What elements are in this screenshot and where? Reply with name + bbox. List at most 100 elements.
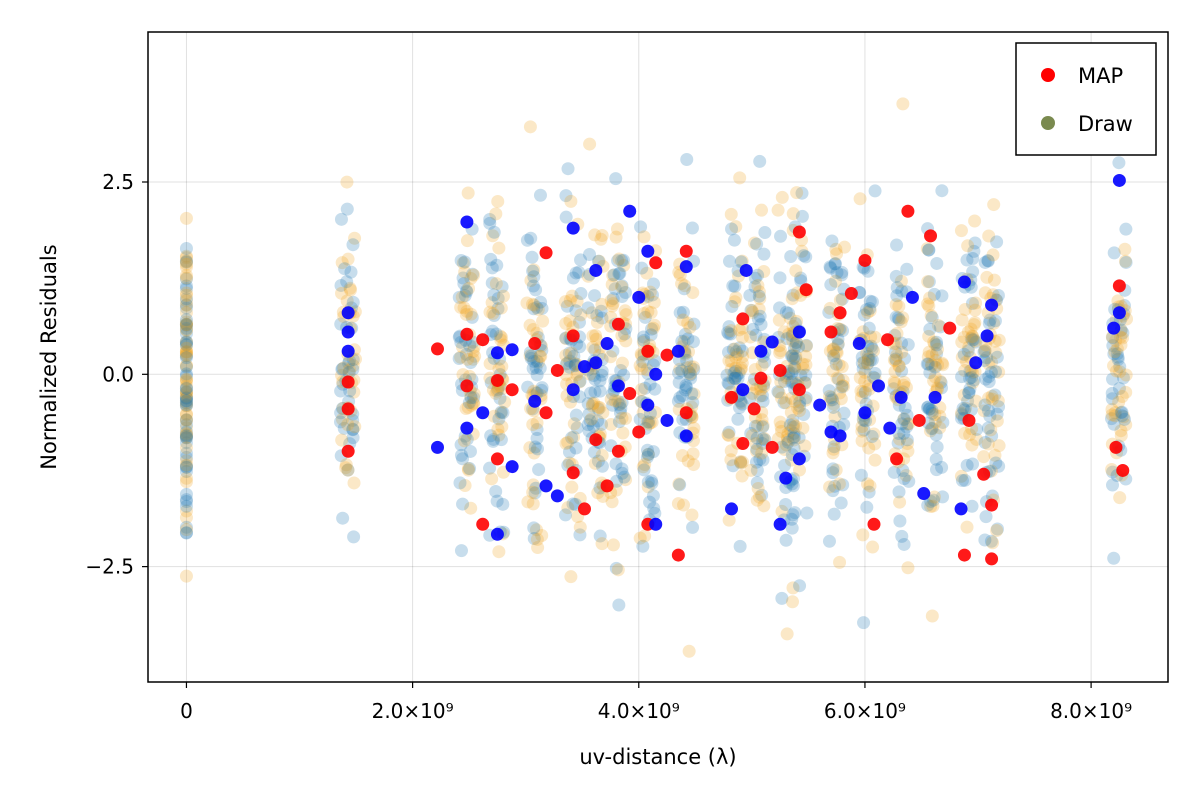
draw-point [561,435,575,449]
draw-point [829,242,843,256]
draw-point [1107,246,1121,260]
draw-point [958,473,972,487]
draw-point [339,461,353,475]
draw-point [179,399,193,413]
draw-point [340,202,354,216]
draw-point [964,331,978,345]
draw-point [611,254,625,268]
draw-point [724,444,738,458]
draw-point [464,307,478,321]
draw-point [467,268,481,282]
draw-point [775,424,789,438]
map-point [736,437,750,451]
draw-point [179,260,193,274]
draw-point [785,512,799,526]
draw-point [753,309,767,323]
draw-point [923,366,937,380]
draw-point [573,491,587,505]
draw-point [774,229,788,243]
x-tick-label: 6.0×10⁹ [824,699,906,723]
draw-point [607,268,621,282]
draw-point [458,289,472,303]
draw-point [755,488,769,502]
draw-point [454,300,468,314]
draw-point [584,386,598,400]
draw-point [616,253,630,267]
draw-point [957,388,971,402]
draw-point [527,404,541,418]
draw-point [960,520,974,534]
draw-point [1115,390,1129,404]
draw-point [831,337,845,351]
draw-point [735,321,749,335]
draw-point [933,401,947,415]
map-point [883,421,897,435]
draw-point [334,384,348,398]
map-point [460,421,474,435]
draw-point [606,398,620,412]
draw-point [923,402,937,416]
legend-marker [1041,116,1055,130]
draw-point [179,318,193,332]
draw-point [644,328,658,342]
draw-point [921,297,935,311]
draw-point [1119,222,1133,236]
draw-point [595,537,609,551]
draw-point [861,477,875,491]
draw-point [860,500,874,514]
draw-point [595,297,609,311]
draw-point [750,493,764,507]
draw-point [179,428,193,442]
draw-point [633,359,647,373]
draw-point [587,396,601,410]
draw-point [826,466,840,480]
draw-point [343,363,357,377]
draw-point [829,463,843,477]
draw-point [530,442,544,456]
map-point [539,246,553,260]
draw-point [562,346,576,360]
draw-point [901,561,915,575]
draw-point [863,294,877,308]
draw-point [640,450,654,464]
draw-point [531,541,545,555]
draw-point [955,313,969,327]
draw-point [902,417,916,431]
draw-point [744,426,758,440]
draw-point [686,396,700,410]
draw-point [828,410,842,424]
draw-point [648,506,662,520]
draw-point [179,407,193,421]
draw-point [777,325,791,339]
draw-point [179,359,193,373]
draw-point [1114,424,1128,438]
draw-point [608,394,622,408]
draw-point [1119,255,1133,269]
draw-point [866,540,880,554]
draw-point [735,469,749,483]
draw-point [179,306,193,320]
draw-point [1119,368,1133,382]
draw-point [722,254,736,268]
draw-point [895,284,909,298]
draw-point [1119,385,1133,399]
map-point [589,433,603,447]
draw-point [979,510,993,524]
draw-point [527,521,541,535]
draw-point [489,484,503,498]
draw-point [559,210,573,224]
map-point [460,379,474,393]
map-point [754,344,768,358]
draw-point [857,356,871,370]
draw-point [924,500,938,514]
draw-point [612,267,626,281]
draw-point [992,439,1006,453]
draw-point [793,463,807,477]
map-point [528,337,542,351]
draw-point [758,355,772,369]
draw-point [179,396,193,410]
draw-point [728,295,742,309]
draw-point [483,461,497,475]
draw-point [793,579,807,593]
draw-point [771,203,785,217]
